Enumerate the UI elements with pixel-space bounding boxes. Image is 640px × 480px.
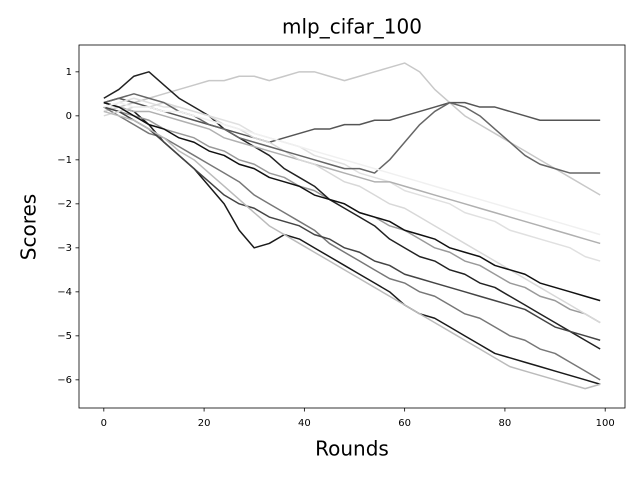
plot-area — [103, 62, 601, 390]
x-tick-label: 60 — [398, 418, 411, 429]
y-axis-label: Scores — [17, 194, 41, 260]
series-line — [103, 101, 601, 324]
y-tick-label: −3 — [57, 243, 72, 254]
y-tick-label: −6 — [57, 375, 72, 386]
series-line — [103, 62, 601, 196]
series-line — [103, 106, 601, 341]
series-line — [103, 106, 601, 381]
x-axis-label: Rounds — [315, 437, 389, 461]
series-line — [103, 101, 601, 236]
y-tick-label: −1 — [57, 155, 72, 166]
axes-frame — [78, 44, 626, 409]
x-tick-label: 100 — [596, 418, 615, 429]
y-tick-label: −2 — [57, 199, 72, 210]
x-tick-label: 20 — [198, 418, 211, 429]
x-tick-label: 0 — [101, 418, 107, 429]
y-tick-label: −5 — [57, 331, 72, 342]
series-line — [103, 110, 601, 390]
series-line — [103, 101, 601, 302]
series-line — [103, 101, 601, 245]
series-line — [103, 97, 601, 143]
x-tick-label: 40 — [298, 418, 311, 429]
chart-title: mlp_cifar_100 — [282, 15, 422, 39]
x-tick-label: 80 — [499, 418, 512, 429]
series-line — [103, 71, 601, 350]
y-tick-label: −4 — [57, 287, 72, 298]
y-tick-label: 1 — [66, 67, 72, 78]
y-tick-label: 0 — [66, 111, 72, 122]
